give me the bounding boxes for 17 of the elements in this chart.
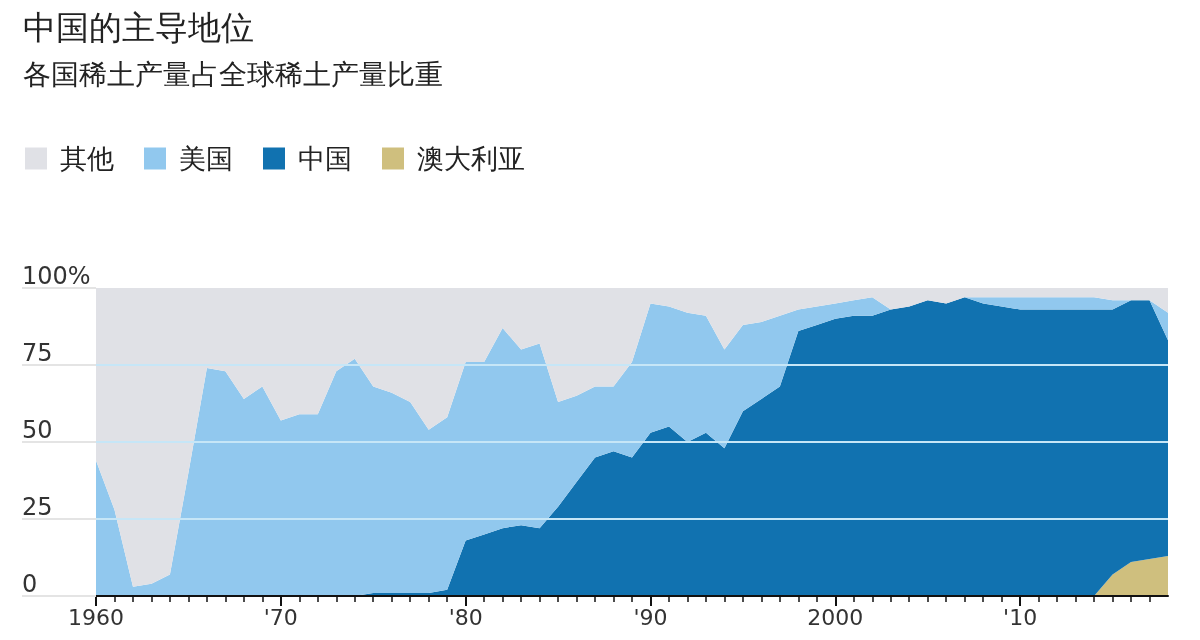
y-tick-label: 100% <box>22 262 91 290</box>
x-tick-label: '90 <box>633 604 668 630</box>
y-tick-label: 50 <box>22 416 53 444</box>
legend-label: 中国 <box>298 143 352 174</box>
x-tick-label: '70 <box>263 604 298 630</box>
y-tick-label: 75 <box>22 339 53 367</box>
legend-label: 美国 <box>179 143 233 174</box>
chart-subtitle: 各国稀土产量占全球稀土产量比重 <box>23 57 443 91</box>
legend-label: 其他 <box>60 143 114 174</box>
x-tick-label: '80 <box>448 604 483 630</box>
x-tick-label: 2000 <box>807 604 864 630</box>
x-tick-label: 1960 <box>68 604 124 630</box>
legend-label: 澳大利亚 <box>417 143 525 174</box>
chart-title: 中国的主导地位 <box>23 8 254 47</box>
y-tick-label: 25 <box>22 493 53 521</box>
x-tick-label: '10 <box>1003 604 1038 630</box>
y-tick-label: 0 <box>22 570 38 598</box>
